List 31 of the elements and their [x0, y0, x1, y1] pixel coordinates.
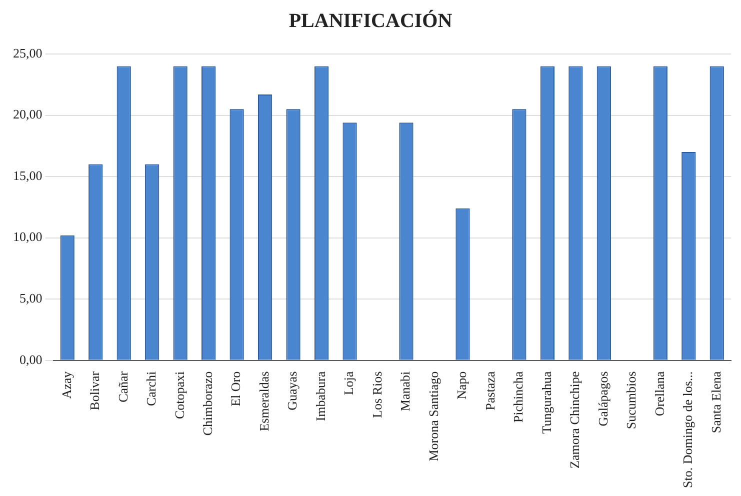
y-tick-label: 10,00: [13, 229, 42, 244]
x-tick-label: Carchi: [144, 370, 159, 406]
x-tick-label: Los Rios: [369, 371, 384, 418]
x-tick-label: Loja: [341, 371, 356, 396]
x-tick-label: Sto. Domingo de los...: [680, 371, 696, 488]
x-tick-label: Pichincha: [510, 371, 526, 423]
x-tick-label: Guayas: [284, 371, 300, 410]
x-tick-label: El Oro: [228, 371, 244, 406]
x-tick-label: Sucumbios: [624, 371, 639, 430]
y-tick-label: 25,00: [13, 45, 42, 60]
x-tick-label: Napo: [454, 371, 470, 400]
x-tick-label: Tungurahua: [538, 371, 554, 434]
y-tick-label: 15,00: [13, 168, 42, 183]
x-tick-label: Zamora Chinchipe: [567, 371, 582, 468]
x-tick-label: Galápagos: [595, 371, 610, 426]
x-tick-label: Bolivar: [87, 370, 102, 410]
y-tick-label: 5,00: [20, 290, 42, 306]
x-tick-label: Pastaza: [482, 371, 498, 410]
x-tick-label: Imbabura: [312, 371, 328, 422]
y-tick-label: 20,00: [13, 106, 42, 122]
x-tick-label: Santa Elena: [708, 371, 724, 434]
x-tick-label: Manabi: [398, 370, 413, 412]
x-tick-label: Chimborazo: [200, 371, 215, 436]
x-tick-label: Orellana: [652, 371, 667, 416]
x-tick-label: Esmeraldas: [256, 371, 272, 432]
x-tick-label: Cotopaxi: [172, 370, 187, 420]
x-tick-label: Cañar: [115, 370, 130, 402]
y-tick-label: 0,00: [20, 352, 42, 367]
chart-title: PLANIFICACIÓN: [288, 9, 453, 32]
x-tick-label: Morona Santiago: [426, 371, 441, 462]
x-tick-label: Azay: [58, 370, 74, 399]
